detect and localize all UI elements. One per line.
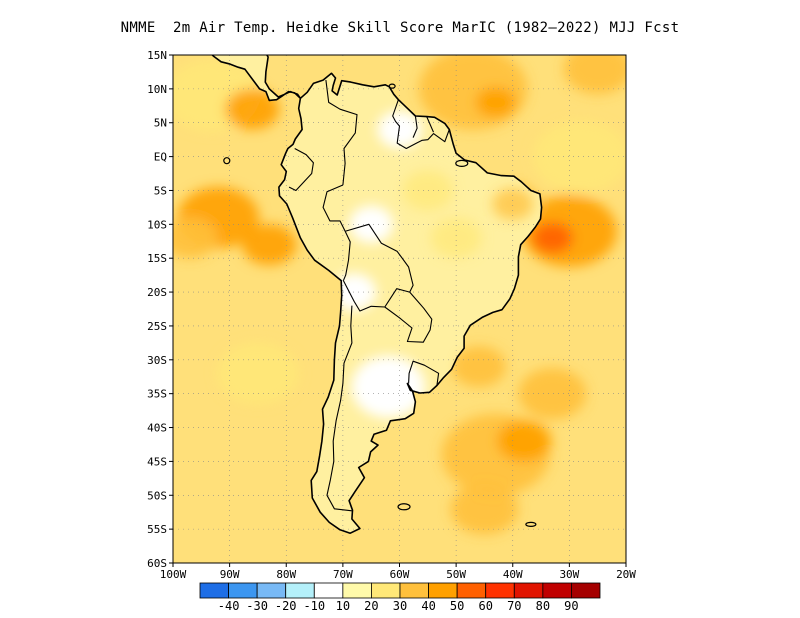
- colorbar-label: -40: [218, 599, 240, 613]
- colorbar-swatch: [371, 582, 401, 599]
- colorbar-swatch: [428, 582, 458, 599]
- lat-tick-label: 15S: [147, 252, 167, 265]
- island-outline: [223, 157, 231, 165]
- lon-tick-label: 30W: [559, 568, 579, 581]
- colorbar-swatch: [256, 582, 287, 599]
- central-america-coastline: [211, 55, 302, 102]
- land-skill-patch: [492, 188, 534, 220]
- colorbar-label: -30: [246, 599, 268, 613]
- skill-field: [173, 55, 626, 535]
- colorbar-label: 20: [364, 599, 378, 613]
- colorbar-swatch: [485, 582, 515, 599]
- land-skill-patch: [430, 218, 482, 258]
- colorbar-swatch: [399, 582, 429, 599]
- colorbar-label: 60: [478, 599, 492, 613]
- colorbar-label: 10: [336, 599, 350, 613]
- country-border: [322, 184, 351, 281]
- lon-tick-label: 80W: [276, 568, 296, 581]
- country-border: [412, 115, 418, 138]
- country-border: [392, 99, 450, 150]
- lon-tick-label: 70W: [333, 568, 353, 581]
- coastlines: [211, 55, 543, 534]
- country-border: [426, 116, 435, 133]
- colorbar-swatch: [285, 582, 315, 599]
- lon-tick-label: 40W: [503, 568, 523, 581]
- colorbar-label: -10: [303, 599, 325, 613]
- colorbar-label: -20: [275, 599, 297, 613]
- colorbar-swatch: [313, 582, 344, 599]
- colorbar-label: 90: [564, 599, 578, 613]
- lat-tick-label: 25S: [147, 320, 167, 333]
- lat-tick-label: 40S: [147, 422, 167, 435]
- skill-blob: [532, 222, 573, 254]
- skill-blob: [451, 346, 506, 387]
- lat-tick-label: 45S: [147, 455, 167, 468]
- lat-tick-label: 60S: [147, 557, 167, 570]
- lon-tick-label: 50W: [446, 568, 466, 581]
- island-outline: [388, 83, 396, 89]
- lat-tick-label: 10N: [147, 83, 167, 96]
- skill-blob: [225, 88, 280, 130]
- lat-tick-label: 15N: [147, 49, 167, 62]
- colorbar-swatch: [513, 582, 544, 599]
- colorbar-swatch: [228, 582, 258, 599]
- colorbar-label: 80: [536, 599, 550, 613]
- lat-tick-label: 35S: [147, 388, 167, 401]
- lat-tick-label: 5S: [154, 184, 167, 197]
- lat-tick-label: EQ: [154, 151, 167, 164]
- skill-blob: [533, 120, 626, 193]
- colorbar-swatch: [456, 582, 487, 599]
- lat-tick-label: 10S: [147, 218, 167, 231]
- country-border: [325, 80, 358, 186]
- skill-blob: [450, 483, 519, 535]
- skill-blob: [217, 342, 299, 404]
- colorbar-label: 30: [393, 599, 407, 613]
- island-outline: [397, 503, 411, 511]
- colorbar: [199, 582, 601, 599]
- land-white-patch: [349, 205, 394, 244]
- colorbar-swatch: [342, 582, 372, 599]
- colorbar-labels: -40 -30 -20 -10 10 20 30 40 50 60 70 80 90: [218, 599, 579, 613]
- country-border: [288, 148, 314, 192]
- country-border: [342, 280, 410, 312]
- colorbar-label: 50: [450, 599, 464, 613]
- skill-blob: [475, 87, 517, 118]
- colorbar-swatch: [542, 582, 572, 599]
- south-america-coastline: [278, 72, 543, 534]
- longitude-axis: 100W 90W 80W 70W 60W 50W 40W 30W 20W: [160, 563, 636, 581]
- country-border: [408, 360, 440, 386]
- skill-blob: [563, 55, 626, 95]
- skill-blob: [242, 224, 297, 266]
- lat-tick-label: 5N: [154, 117, 167, 130]
- country-border: [326, 305, 353, 512]
- map-title: NMME 2m Air Temp. Heidke Skill Score Mar…: [120, 20, 680, 36]
- colorbar-label: 40: [421, 599, 435, 613]
- country-border: [384, 291, 433, 343]
- lat-tick-label: 55S: [147, 523, 167, 536]
- colorbar-swatch: [571, 582, 601, 599]
- lon-tick-label: 60W: [390, 568, 410, 581]
- island-outline: [525, 521, 537, 527]
- land-white-patch: [332, 273, 377, 311]
- lat-tick-label: 20S: [147, 286, 167, 299]
- land-skill-patch: [402, 170, 454, 211]
- lat-tick-label: 50S: [147, 489, 167, 502]
- lon-tick-label: 20W: [616, 568, 636, 581]
- skill-blob: [496, 420, 552, 462]
- island-outline: [455, 159, 469, 167]
- colorbar-swatch: [199, 582, 229, 599]
- land-white-patch: [351, 355, 425, 419]
- lat-tick-label: 30S: [147, 354, 167, 367]
- lon-tick-label: 100W: [160, 568, 187, 581]
- latitude-axis: 15N 10N 5N EQ 5S 10S 15S 20S 25S 30S 35S 40S 45S 50S 5…: [147, 49, 173, 570]
- lat-lon-grid: [173, 55, 626, 563]
- skill-blob: [173, 217, 218, 259]
- country-border: [345, 223, 414, 293]
- colorbar-label: 70: [507, 599, 521, 613]
- lon-tick-label: 90W: [220, 568, 240, 581]
